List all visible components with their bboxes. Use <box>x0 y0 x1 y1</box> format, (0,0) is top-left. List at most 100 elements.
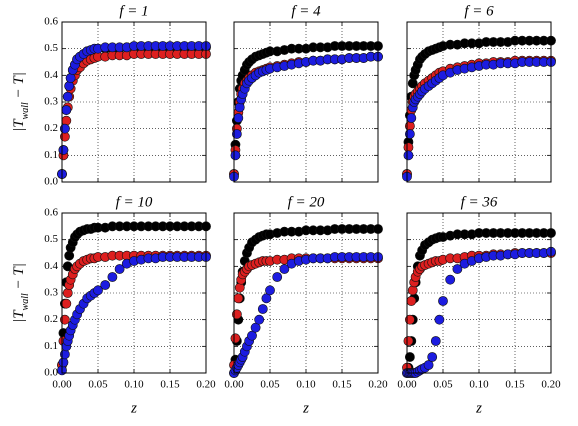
data-point <box>403 150 414 161</box>
chart-title: f = 1 <box>119 3 148 19</box>
data-point <box>59 123 70 134</box>
y-tick-label: 0.6 <box>44 16 58 28</box>
data-point <box>114 264 125 274</box>
plot-frame <box>406 212 552 374</box>
plot-frame <box>233 212 379 374</box>
data-point <box>64 250 75 261</box>
data-point <box>64 81 75 91</box>
panel: f = 4 <box>229 3 383 183</box>
y-tick-label: 0.1 <box>44 340 58 352</box>
data-point <box>445 274 456 285</box>
y-tick-label: 0.3 <box>44 287 58 299</box>
plot-frame <box>61 212 207 374</box>
x-tick-label: 0.05 <box>433 379 453 391</box>
data-point <box>404 314 415 325</box>
data-point <box>233 113 244 123</box>
x-tick-label: 0.15 <box>332 379 352 391</box>
data-point <box>58 145 69 155</box>
y-axis-label-part: − T| <box>11 72 27 102</box>
data-point <box>254 314 265 325</box>
panel: 0.00 0.05 0.10 0.15 0.20 f = 20 z <box>224 194 388 416</box>
data-point <box>250 322 261 333</box>
data-point <box>406 296 417 306</box>
x-tick-label: 0.15 <box>505 379 525 391</box>
chart-title: f = 10 <box>116 194 153 210</box>
data-point <box>407 285 418 296</box>
x-axis-label: z <box>475 400 482 416</box>
data-point <box>62 288 73 298</box>
data-point <box>234 282 245 293</box>
data-point <box>404 129 415 139</box>
data-point <box>234 102 245 113</box>
data-point <box>61 115 72 126</box>
data-point <box>427 352 438 362</box>
data-point <box>406 113 417 123</box>
data-point <box>230 333 241 344</box>
data-point <box>62 91 73 102</box>
x-axis-label: z <box>130 400 137 416</box>
y-tick-label: 0.4 <box>44 69 58 81</box>
data-point <box>247 330 257 341</box>
data-point <box>257 304 268 314</box>
data-point <box>93 285 103 296</box>
x-tick-label: 0.00 <box>224 379 244 391</box>
y-tick-label: 0.0 <box>44 367 58 379</box>
data-point <box>107 272 118 282</box>
y-tick-label: 0.5 <box>44 42 58 54</box>
y-axis-label: |Twall − T| <box>11 72 30 132</box>
x-tick-label: 0.15 <box>160 379 180 391</box>
y-tick-label: 0.4 <box>44 260 58 272</box>
x-tick-label: 0.10 <box>124 379 144 391</box>
data-point <box>452 264 463 274</box>
data-point <box>438 296 448 306</box>
data-point <box>272 272 283 282</box>
y-axis-label: |Twall − T| <box>11 263 30 323</box>
panel: 0.0 0.1 0.2 0.3 0.4 0.5 0.6 0.00 0.05 0.10 0.15 0.2… <box>11 194 216 416</box>
data-point <box>231 309 242 320</box>
y-tick-label: 0.1 <box>44 149 58 161</box>
y-axis-label-part: |T <box>11 118 27 132</box>
data-point <box>403 336 414 346</box>
y-axis-label-part: wall <box>20 293 31 310</box>
panel: 0.00 0.05 0.10 0.15 0.20 f = 36 z <box>397 194 561 416</box>
chart-title: f = 20 <box>288 194 325 210</box>
y-axis-label-part: − T| <box>11 263 27 293</box>
x-tick-label: 0.20 <box>541 379 561 391</box>
plot-frame <box>233 21 379 183</box>
chart-title: f = 4 <box>291 3 321 19</box>
data-point <box>231 129 242 139</box>
data-point <box>434 314 445 325</box>
x-tick-label: 0.20 <box>368 379 388 391</box>
data-point <box>265 285 275 296</box>
plot-frame <box>61 21 207 183</box>
chart-title: f = 6 <box>464 3 494 19</box>
data-point <box>230 150 241 161</box>
x-tick-label: 0.10 <box>469 379 489 391</box>
data-point <box>279 264 290 274</box>
chart-title: f = 36 <box>461 194 498 210</box>
data-point <box>58 357 69 368</box>
y-tick-label: 0.3 <box>44 96 58 108</box>
plot-frame <box>406 21 552 183</box>
x-tick-label: 0.20 <box>196 379 216 391</box>
data-point <box>423 360 434 370</box>
data-point <box>404 352 415 362</box>
data-point <box>61 298 72 309</box>
y-tick-label: 0.2 <box>44 313 58 325</box>
data-point <box>59 314 70 325</box>
panel: 0.0 0.1 0.2 0.3 0.4 0.5 0.6 f = 1 |Twall − T| <box>11 3 211 188</box>
x-tick-label: 0.10 <box>296 379 316 391</box>
y-axis-label-part: |T <box>11 309 27 323</box>
x-tick-label: 0.05 <box>88 379 108 391</box>
y-tick-label: 0.0 <box>44 176 58 188</box>
data-point <box>261 293 272 304</box>
y-tick-label: 0.6 <box>44 207 58 219</box>
x-tick-label: 0.00 <box>397 379 417 391</box>
y-axis-label-part: wall <box>20 102 31 119</box>
data-point <box>233 293 244 304</box>
x-tick-label: 0.05 <box>260 379 280 391</box>
data-point <box>100 280 111 290</box>
y-tick-label: 0.5 <box>44 233 58 245</box>
data-point <box>61 105 72 115</box>
